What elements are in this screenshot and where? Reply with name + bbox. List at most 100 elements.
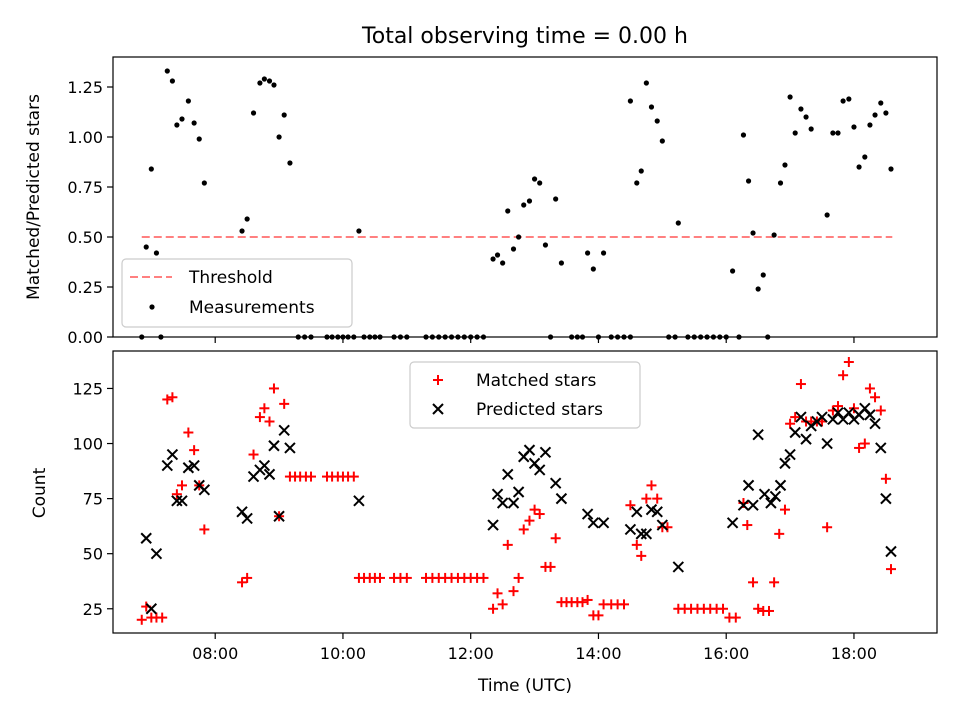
measurements-point (191, 120, 197, 126)
ratio-legend: Threshold Measurements (121, 258, 353, 328)
ratio-y-tick-label: 0.50 (67, 228, 103, 247)
matched-stars-point (162, 394, 173, 405)
predicted-stars-point (864, 409, 876, 421)
predicted-stars-point (885, 545, 897, 558)
measurements-point (740, 132, 747, 138)
predicted-stars-point (880, 492, 892, 505)
measurements-point (500, 260, 506, 266)
measurements-point (600, 250, 607, 256)
measurements-point (675, 220, 681, 226)
predicted-stars-point (832, 406, 844, 419)
measurements-point (531, 176, 538, 182)
measurements-legend-swatch (149, 304, 155, 310)
measurements-point (835, 130, 841, 136)
predicted-stars-point (539, 446, 552, 459)
predicted-stars-point (827, 413, 839, 426)
predicted-stars-point (789, 426, 801, 439)
measurements-point (281, 112, 287, 118)
matched-stars-point (513, 572, 524, 583)
predicted-stars-point (176, 495, 188, 507)
predicted-stars-point (263, 468, 276, 481)
x-axis-label: Time (UTC) (477, 676, 572, 696)
predicted-stars-point (512, 486, 525, 498)
matched-stars-point (854, 442, 865, 453)
ratio-y-tick-label: 0.25 (67, 278, 103, 297)
matched-stars-point (582, 594, 593, 605)
measurements-point (590, 266, 596, 272)
matched-stars-point (832, 401, 843, 412)
predicted-stars-point (145, 603, 158, 615)
x-tick-label: 10:00 (320, 644, 366, 663)
measurements-point (271, 82, 277, 88)
count-y-axis: 25 50 75 100 125 (72, 379, 113, 619)
measurements-point (777, 180, 784, 186)
predicted-stars-point (161, 459, 174, 472)
predicted-stars-point (859, 402, 871, 414)
predicted-stars-point (487, 519, 499, 531)
count-legend: Matched stars Predicted stars (409, 361, 641, 429)
matched-stars-point (748, 577, 759, 588)
measurements-point (148, 166, 154, 172)
x-tick-label: 18:00 (831, 644, 877, 663)
measurements-point (174, 122, 180, 128)
measurements-point (542, 242, 549, 248)
predicted-stars-point (821, 437, 833, 450)
measurements-point (782, 162, 788, 168)
matched-stars-point (718, 603, 729, 614)
predicted-stars-point (555, 492, 568, 505)
predicted-stars-point (258, 459, 271, 472)
matched-stars-point (248, 449, 259, 460)
predicted-stars-point (635, 528, 647, 540)
measurements-point (840, 98, 846, 104)
matched-stars-point (880, 473, 891, 484)
measurements-point (553, 196, 559, 202)
predicted-stars-point (198, 484, 211, 496)
predicted-stars-point (726, 517, 739, 529)
measurements-point (824, 212, 830, 218)
matched-stars-point (259, 403, 270, 414)
matched-stars-point (779, 504, 790, 515)
predicted-stars-point (188, 459, 200, 472)
matched-stars-point (886, 564, 897, 575)
matched-stars-point (730, 612, 741, 623)
predicted-stars-point (742, 479, 755, 492)
predicted-stars-point (150, 547, 163, 560)
predicted-stars-point (800, 433, 812, 445)
measurements-point (755, 286, 761, 292)
measurements-point (143, 244, 149, 250)
x-tick-label: 14:00 (575, 644, 621, 663)
measurements-point (164, 68, 170, 74)
matched-stars-point (237, 577, 248, 588)
predicted-stars-point (491, 488, 504, 500)
measurements-point (654, 118, 660, 124)
matched-stars-point (497, 599, 508, 610)
predicted-stars-point (747, 499, 759, 511)
measurements-point (803, 114, 809, 120)
matched-stars-point (646, 480, 657, 491)
x-tick-label: 08:00 (192, 644, 238, 663)
matched-stars-point (859, 438, 870, 449)
predicted-stars-point (496, 497, 509, 509)
matched-stars-point (524, 515, 535, 526)
chart-title: Total observing time = 0.00 h (361, 24, 688, 49)
measurements-point (883, 110, 889, 116)
ratio-y-tick-label: 1.00 (67, 128, 103, 147)
predicted-stars-point (284, 442, 296, 454)
count-panel-frame (112, 350, 938, 634)
ratio-y-tick-label: 0.00 (67, 328, 103, 347)
matched-stars-point (641, 493, 652, 504)
measurements-point (490, 256, 496, 262)
predicted-stars-point (353, 495, 365, 507)
measurements-point (266, 78, 273, 84)
measurements-point (526, 198, 533, 204)
matched-stars-point (870, 392, 881, 403)
matched-stars-point (268, 383, 279, 394)
matched-stars-point (348, 471, 359, 482)
measurements-point (196, 136, 202, 142)
matched-stars-point (577, 597, 588, 608)
measurements-point (771, 232, 777, 238)
predicted-stars-legend-swatch (432, 403, 444, 415)
matched-stars-point (502, 539, 513, 550)
matched-stars-point (254, 412, 265, 423)
matched-stars-point (753, 603, 764, 614)
